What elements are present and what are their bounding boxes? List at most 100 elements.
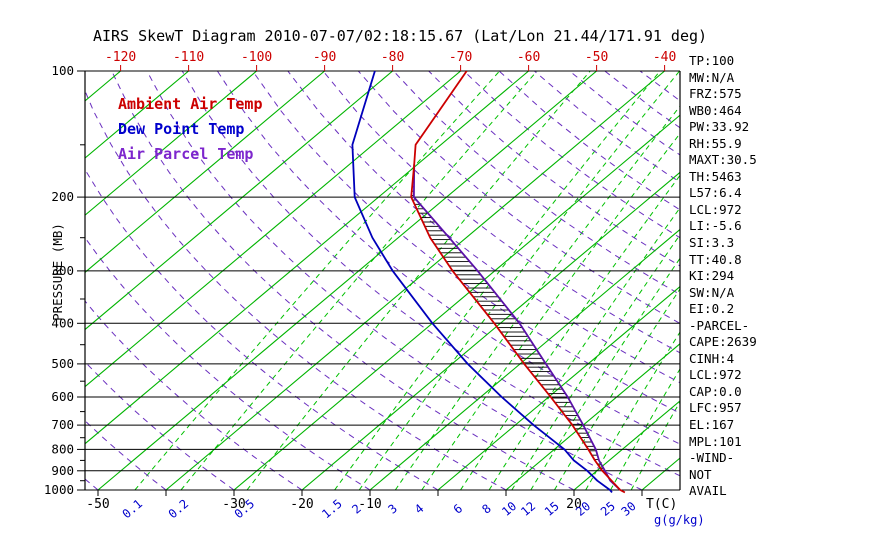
stat-line: KI:294: [689, 268, 735, 284]
mixing-ratio-label: 6: [451, 501, 466, 516]
dry-adiabat-line: [181, 71, 680, 477]
pressure-tick-label: 600: [51, 389, 74, 404]
stat-line: CAP:0.0: [689, 383, 742, 399]
stat-line: MW:N/A: [689, 69, 735, 85]
stat-line: MAXT:30.5: [689, 152, 757, 168]
top-temp-tick-label: -110: [173, 50, 204, 65]
dry-adiabat-line: [111, 71, 575, 490]
isotherm-line: [165, 71, 665, 490]
top-temp-tick-label: -50: [585, 50, 608, 65]
stat-line: MPL:101: [689, 433, 742, 449]
isotherm-line: [85, 71, 325, 274]
sounding-curves: [351, 71, 626, 494]
bottom-temp-tick-label: -10: [358, 497, 381, 512]
ambient-temp-curve: [410, 71, 626, 494]
mixing-ratio-label: 25: [598, 499, 618, 519]
mixing-ratio-line: [358, 71, 680, 490]
dry-adiabat-line: [322, 71, 680, 354]
axis-ticks-labels: 100 200 300 400 500 600 700 800 900 1000 PRESSURE …: [44, 50, 705, 527]
bottom-temp-tick-label: 20: [566, 497, 582, 512]
stat-line: CAPE:2639: [689, 334, 757, 350]
dry-adiabat-line: [85, 360, 235, 490]
mixing-ratio-line: [246, 71, 591, 490]
stat-line: TT:40.8: [689, 251, 742, 267]
mixing-ratio-label: 15: [542, 499, 562, 519]
top-temp-tick-label: -120: [105, 50, 136, 65]
chart-title: AIRS SkewT Diagram 2010-07-07/02:18:15.6…: [92, 27, 708, 45]
mixing-ratio-label: 1.5: [319, 497, 345, 522]
mixing-ratio-line: [421, 132, 680, 490]
dry-adiabat-line: [85, 168, 439, 490]
pressure-tick-label: 700: [51, 417, 74, 432]
pressure-tick-label: 1000: [44, 482, 74, 497]
pressure-axis-title: PRESSURE (MB): [50, 223, 65, 321]
mixing-ratio-label: 0.1: [120, 497, 146, 522]
pressure-tick-label: 300: [51, 263, 74, 278]
stat-line: SW:N/A: [689, 284, 735, 300]
mixing-ratio-label: 12: [518, 499, 538, 519]
isotherm-line: [301, 171, 680, 490]
pressure-grid: [84, 70, 681, 491]
temp-unit-label: T(C): [646, 497, 677, 512]
bottom-temp-tick-label: -30: [222, 497, 245, 512]
stat-line: LFC:957: [689, 400, 742, 416]
isotherm-line: [85, 71, 461, 388]
mixing-ratio-line: [180, 71, 538, 490]
mixing-ratio-line: [394, 105, 680, 490]
top-temp-tick-label: -90: [313, 50, 336, 65]
bottom-temp-tick-label: -20: [290, 497, 313, 512]
pressure-tick-label: 400: [51, 315, 74, 330]
stat-line: WB0:464: [689, 102, 742, 118]
pressure-tick-label: 900: [51, 463, 74, 478]
mixing-ratio-line: [585, 331, 680, 490]
mixing-ratio-label: 10: [499, 499, 519, 519]
mixing-ratio-label: 3: [385, 501, 400, 516]
dry-adiabat-line: [85, 420, 167, 490]
stats-panel: TP:100 MW:N/A FRZ:575 WB0:464 PW:33.92 RH:55.…: [689, 53, 757, 500]
stat-line: AVAIL: [689, 483, 727, 499]
ratio-unit-label: g(g/kg): [654, 513, 705, 527]
pressure-tick-label: 200: [51, 189, 74, 204]
dry-adiabat-line: [252, 71, 680, 414]
mixing-ratio-line: [134, 71, 500, 490]
stat-line: NOT: [689, 466, 712, 482]
stat-line: SI:3.3: [689, 235, 735, 251]
dry-adiabat-line: [357, 71, 680, 325]
stat-line: EL:167: [689, 417, 735, 433]
stat-line: LCL:972: [689, 367, 742, 383]
isotherm-line: [97, 71, 597, 490]
top-temp-tick-label: -80: [381, 50, 404, 65]
mixing-ratio-label: 8: [479, 501, 494, 516]
isotherm-line: [85, 71, 393, 331]
top-temp-tick-label: -100: [241, 50, 272, 65]
stat-line: FRZ:575: [689, 86, 742, 102]
dry-adiabat-line: [146, 71, 643, 490]
mixing-ratio-line: [553, 288, 680, 490]
stat-line: L57:6.4: [689, 185, 742, 201]
dry-adiabat-line: [428, 71, 680, 267]
isotherm-line: [369, 228, 680, 490]
pressure-tick-label: 500: [51, 356, 74, 371]
stat-line: EI:0.2: [689, 301, 735, 317]
stat-line: PW:33.92: [689, 119, 750, 135]
isotherm-line: [437, 285, 680, 490]
isotherm-line: [85, 71, 257, 216]
pressure-tick-label: 100: [51, 63, 74, 78]
cape-hatch-area: [411, 164, 621, 491]
isotherm-line: [0, 71, 53, 490]
mixing-ratio-line: [511, 233, 680, 490]
pressure-tick-label: 800: [51, 441, 74, 456]
top-temp-tick-label: -70: [449, 50, 472, 65]
mixing-ratio-label: 4: [412, 501, 427, 516]
isotherm-line: [573, 400, 680, 490]
isotherm-line: [505, 343, 680, 490]
stat-line: LCL:972: [689, 201, 742, 217]
mixing-ratio-line: [530, 257, 680, 490]
mixing-ratio-label: 0.2: [166, 497, 192, 522]
air-parcel-curve: [412, 164, 621, 491]
stat-line: TH:5463: [689, 168, 742, 184]
dry-adiabat-line: [85, 89, 507, 490]
dry-adiabat-line: [393, 71, 680, 296]
stat-line: RH:55.9: [689, 135, 742, 151]
dry-adiabat-line: [85, 300, 303, 490]
